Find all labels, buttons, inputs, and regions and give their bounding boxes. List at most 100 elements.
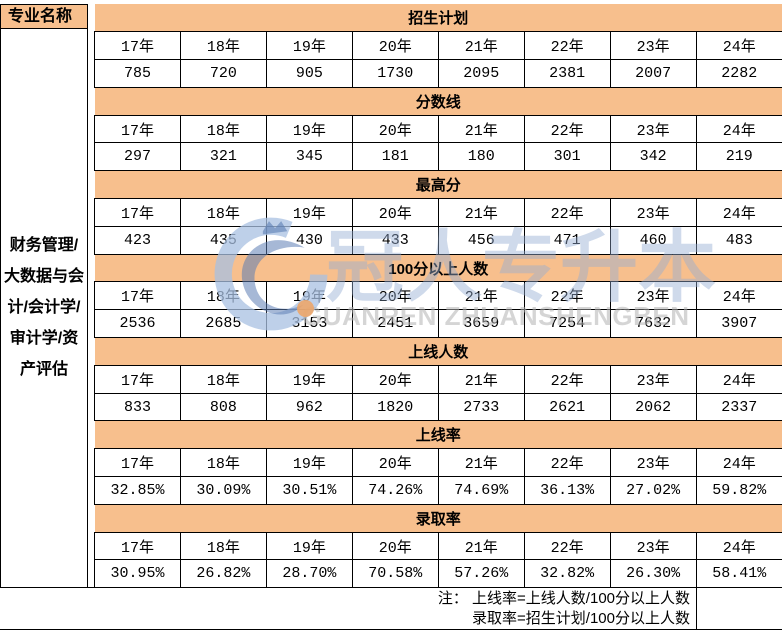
year-header-cell: 22年	[523, 198, 611, 227]
year-header-cell: 22年	[523, 448, 611, 478]
value-cell: 2621	[523, 392, 611, 422]
year-header-cell: 17年	[94, 531, 181, 561]
year-header-cell: 23年	[609, 114, 697, 144]
value-cell: 32.82%	[523, 559, 611, 589]
year-header-cell: 17年	[94, 31, 181, 61]
value-cell: 785	[94, 59, 181, 88]
value-cell: 181	[351, 142, 439, 172]
year-header-cell: 24年	[695, 198, 782, 227]
year-header-cell: 20年	[351, 531, 439, 561]
section-banner: 上线人数	[94, 337, 782, 366]
year-header-cell: 21年	[437, 31, 525, 61]
value-cell: 962	[265, 392, 353, 422]
year-header-cell: 22年	[523, 364, 611, 394]
value-cell: 7632	[609, 309, 697, 339]
value-cell: 219	[695, 142, 782, 172]
year-header-cell: 24年	[695, 531, 782, 561]
value-cell: 26.82%	[179, 559, 267, 589]
section-banner: 最高分	[94, 170, 782, 199]
value-cell: 57.26%	[437, 559, 525, 589]
major-column-header: 专业名称	[0, 4, 88, 29]
year-header-cell: 20年	[351, 364, 439, 394]
value-cell: 2733	[437, 392, 525, 422]
year-header-cell: 21年	[437, 364, 525, 394]
year-header-cell: 21年	[437, 448, 525, 478]
year-header-cell: 18年	[179, 531, 267, 561]
value-cell: 1820	[351, 392, 439, 422]
value-cell: 3153	[265, 309, 353, 339]
section-banner: 录取率	[94, 504, 782, 533]
major-name-cell: 财务管理/大数据与会计/会计学/审计学/资产评估	[0, 28, 88, 588]
value-cell: 345	[265, 142, 353, 172]
value-cell: 3907	[695, 309, 782, 339]
section-banner: 100分以上人数	[94, 254, 782, 282]
section-banner: 上线率	[94, 420, 782, 449]
note-line-1: 注： 上线率=上线人数/100分以上人数	[437, 590, 690, 607]
year-header-cell: 23年	[609, 281, 697, 311]
year-header-cell: 19年	[265, 281, 353, 311]
value-cell: 808	[179, 392, 267, 422]
value-cell: 58.41%	[695, 559, 782, 589]
year-header-cell: 17年	[94, 198, 181, 227]
value-cell: 2451	[351, 309, 439, 339]
note-line-2: 录取率=招生计划/100分以上人数	[472, 610, 690, 627]
value-cell: 2007	[609, 59, 697, 88]
year-header-cell: 21年	[437, 198, 525, 227]
year-header-cell: 19年	[265, 31, 353, 61]
notes-cell: 注： 上线率=上线人数/100分以上人数 录取率=招生计划/100分以上人数	[0, 587, 697, 630]
section-banner: 分数线	[94, 87, 782, 116]
value-cell: 36.13%	[523, 476, 611, 505]
year-header-cell: 24年	[695, 364, 782, 394]
value-cell: 460	[609, 225, 697, 255]
year-header-cell: 18年	[179, 281, 267, 311]
year-header-cell: 23年	[609, 364, 697, 394]
value-cell: 1730	[351, 59, 439, 88]
year-header-cell: 20年	[351, 31, 439, 61]
value-cell: 456	[437, 225, 525, 255]
value-cell: 321	[179, 142, 267, 172]
year-header-cell: 21年	[437, 281, 525, 311]
value-cell: 833	[94, 392, 181, 422]
value-cell: 59.82%	[695, 476, 782, 505]
year-header-cell: 20年	[351, 114, 439, 144]
notes-empty-cell	[697, 587, 782, 630]
value-cell: 70.58%	[351, 559, 439, 589]
value-cell: 342	[609, 142, 697, 172]
value-cell: 27.02%	[609, 476, 697, 505]
value-cell: 2337	[695, 392, 782, 422]
value-cell: 301	[523, 142, 611, 172]
value-cell: 28.70%	[265, 559, 353, 589]
value-cell: 30.95%	[94, 559, 181, 589]
value-cell: 905	[265, 59, 353, 88]
year-header-cell: 17年	[94, 448, 181, 478]
year-header-cell: 18年	[179, 114, 267, 144]
value-cell: 74.69%	[437, 476, 525, 505]
value-cell: 30.51%	[265, 476, 353, 505]
year-header-cell: 19年	[265, 448, 353, 478]
year-header-cell: 21年	[437, 114, 525, 144]
value-cell: 297	[94, 142, 181, 172]
year-header-cell: 24年	[695, 31, 782, 61]
value-cell: 720	[179, 59, 267, 88]
year-header-cell: 19年	[265, 198, 353, 227]
year-header-cell: 18年	[179, 364, 267, 394]
year-header-cell: 19年	[265, 364, 353, 394]
year-header-cell: 23年	[609, 531, 697, 561]
year-header-cell: 24年	[695, 114, 782, 144]
value-cell: 423	[94, 225, 181, 255]
year-header-cell: 24年	[695, 448, 782, 478]
major-name-text: 财务管理/大数据与会计/会计学/审计学/资产评估	[3, 237, 84, 378]
year-header-cell: 22年	[523, 281, 611, 311]
year-header-cell: 23年	[609, 198, 697, 227]
year-header-cell: 17年	[94, 364, 181, 394]
year-header-cell: 19年	[265, 531, 353, 561]
value-cell: 433	[351, 225, 439, 255]
value-cell: 74.26%	[351, 476, 439, 505]
value-cell: 2685	[179, 309, 267, 339]
stats-table: 招生计划 17年 18年 19年 20年 21年 22年 23年 24年 785 720 905 173…	[94, 4, 782, 589]
value-cell: 7254	[523, 309, 611, 339]
year-header-cell: 23年	[609, 448, 697, 478]
year-header-cell: 18年	[179, 31, 267, 61]
value-cell: 471	[523, 225, 611, 255]
